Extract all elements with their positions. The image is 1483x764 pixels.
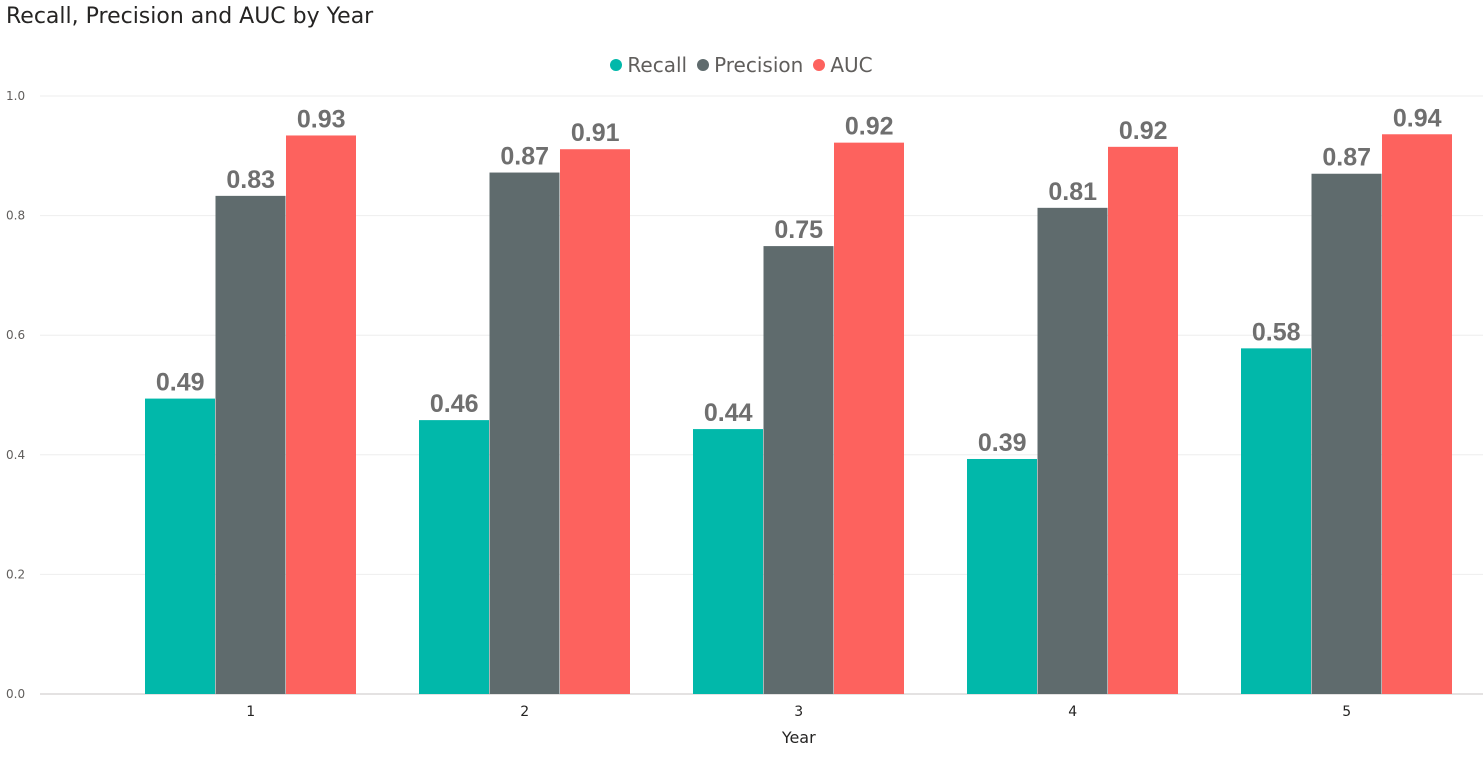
legend: Recall Precision AUC [0,52,1483,78]
legend-item-auc[interactable]: AUC [813,53,873,77]
y-tick-label: 1.0 [6,89,25,103]
legend-marker-auc [813,59,826,71]
x-tick-label: 2 [520,704,529,720]
bar-precision-3 [763,246,834,694]
x-axis-title: Year [781,728,816,747]
bar-recall-1 [145,398,215,694]
legend-label-precision: Precision [714,53,804,77]
legend-item-recall[interactable]: Recall [610,53,687,77]
x-tick-label: 5 [1342,704,1351,720]
legend-marker-precision [697,59,710,71]
y-tick-label: 0.0 [6,687,25,701]
bar-auc-4 [1108,146,1178,694]
x-tick-label: 3 [794,704,803,720]
y-tick-label: 0.8 [6,209,25,223]
data-label: 0.83 [226,166,275,194]
chart-title: Recall, Precision and AUC by Year [6,4,374,29]
data-label: 0.87 [1322,144,1371,172]
data-label: 0.75 [774,216,823,244]
bar-precision-4 [1037,207,1108,695]
legend-item-precision[interactable]: Precision [697,53,803,77]
bar-recall-5 [1241,348,1311,694]
bar-auc-2 [560,149,630,695]
bar-recall-2 [419,420,489,694]
bar-precision-1 [215,195,286,694]
data-label: 0.49 [156,369,205,397]
x-tick-label: 4 [1068,704,1077,720]
bar-auc-3 [834,142,904,695]
bar-auc-1 [286,135,356,694]
bar-precision-2 [489,172,560,694]
data-label: 0.87 [500,143,549,171]
data-label: 0.81 [1048,178,1097,206]
data-label: 0.44 [704,399,753,427]
legend-marker-recall [610,59,623,71]
bar-precision-5 [1311,173,1382,695]
y-tick-label: 0.2 [6,567,25,581]
y-tick-label: 0.6 [6,328,25,342]
data-label: 0.94 [1393,104,1442,132]
data-label: 0.92 [1119,117,1168,145]
data-label: 0.46 [430,390,479,418]
bar-recall-3 [693,429,763,694]
bar-auc-5 [1382,134,1452,695]
legend-label-auc: AUC [830,53,873,77]
legend-label-recall: Recall [627,53,688,77]
bar-recall-4 [967,458,1037,694]
data-label: 0.91 [571,119,620,147]
data-label: 0.58 [1252,318,1301,346]
data-label: 0.39 [978,429,1027,457]
y-tick-label: 0.4 [6,448,25,462]
data-label: 0.92 [845,113,894,141]
data-label: 0.93 [297,105,346,133]
x-tick-label: 1 [246,704,255,720]
